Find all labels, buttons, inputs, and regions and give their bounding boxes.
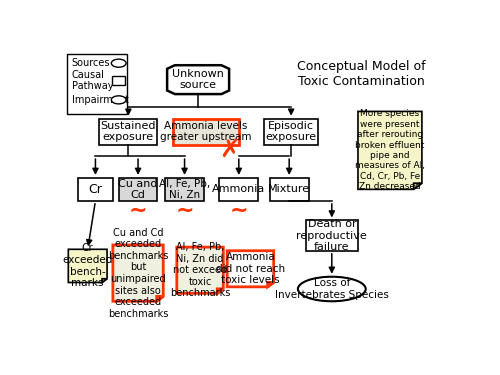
Text: Conceptual Model of
Toxic Contamination: Conceptual Model of Toxic Contamination: [296, 60, 425, 88]
Text: Ammonia
did not reach
toxic levels: Ammonia did not reach toxic levels: [216, 252, 285, 285]
Text: Cr: Cr: [88, 183, 102, 196]
Text: Impairment: Impairment: [72, 95, 128, 105]
Polygon shape: [227, 251, 274, 287]
Text: Ammonia levels
greater upstream: Ammonia levels greater upstream: [160, 121, 252, 142]
Polygon shape: [68, 249, 107, 282]
Text: Mixture: Mixture: [268, 184, 310, 194]
Polygon shape: [268, 282, 274, 287]
FancyBboxPatch shape: [67, 54, 127, 114]
Text: Death or
reproductive
failure: Death or reproductive failure: [296, 219, 367, 252]
Text: Episodic
exposure: Episodic exposure: [266, 121, 316, 142]
Text: Sources: Sources: [72, 58, 110, 68]
Polygon shape: [102, 279, 107, 282]
FancyBboxPatch shape: [306, 220, 358, 251]
FancyBboxPatch shape: [264, 118, 318, 145]
Text: Unknown
source: Unknown source: [172, 69, 224, 90]
Polygon shape: [167, 65, 229, 94]
Polygon shape: [358, 111, 422, 189]
Text: More species
were present
after rerouting
broken effluent
pipe and
measures of A: More species were present after reroutin…: [355, 110, 425, 191]
Text: Al, Fe, Pb,
Ni, Zn did
not exceed
toxic
benchmarks: Al, Fe, Pb, Ni, Zn did not exceed toxic …: [170, 242, 230, 298]
FancyBboxPatch shape: [78, 178, 113, 201]
Ellipse shape: [112, 59, 126, 67]
Polygon shape: [156, 296, 163, 301]
Ellipse shape: [112, 96, 126, 104]
FancyBboxPatch shape: [112, 76, 125, 84]
Polygon shape: [177, 247, 224, 293]
FancyBboxPatch shape: [220, 178, 258, 201]
Text: ~: ~: [176, 201, 194, 221]
Ellipse shape: [298, 277, 366, 301]
Polygon shape: [113, 245, 163, 301]
FancyBboxPatch shape: [165, 178, 204, 201]
Text: Al, Fe, Pb,
Ni, Zn: Al, Fe, Pb, Ni, Zn: [159, 178, 210, 200]
Text: Loss of
Invertebrates Species: Loss of Invertebrates Species: [275, 278, 389, 300]
Text: ~: ~: [230, 201, 248, 221]
Polygon shape: [414, 183, 422, 189]
Text: ~: ~: [129, 201, 148, 221]
Text: Cu and Cd
exceeded
benchmarks
but
unimpaired
sites also
exceeded
benchmarks: Cu and Cd exceeded benchmarks but unimpa…: [108, 228, 168, 319]
FancyBboxPatch shape: [118, 178, 158, 201]
Text: Causal
Pathway: Causal Pathway: [72, 70, 114, 92]
FancyBboxPatch shape: [100, 118, 158, 145]
Text: Sustained
exposure: Sustained exposure: [100, 121, 156, 142]
Text: Cu and
Cd: Cu and Cd: [118, 178, 158, 200]
Polygon shape: [218, 289, 224, 293]
FancyBboxPatch shape: [270, 178, 308, 201]
Text: ✗: ✗: [218, 138, 240, 162]
Text: Cr
exceeded
bench-
marks: Cr exceeded bench- marks: [62, 243, 113, 288]
Text: Ammonia: Ammonia: [212, 184, 266, 194]
FancyBboxPatch shape: [173, 118, 239, 145]
